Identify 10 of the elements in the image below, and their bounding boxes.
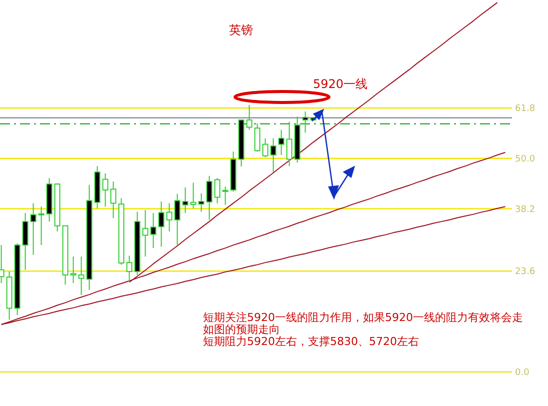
annotation: 短期关注5920一线的阻力作用，如果5920一线的阻力有效将会走 bbox=[203, 311, 523, 324]
y-tick-label: 0.0 bbox=[515, 368, 530, 378]
annotation: 短期阻力5920左右，支撑5830、5720左右 bbox=[203, 335, 419, 348]
y-tick-label: 50.0 bbox=[515, 154, 536, 165]
text: 英镑 bbox=[229, 23, 253, 37]
y-tick-label: 38.2 bbox=[515, 204, 536, 215]
y-tick-label: 61.8 bbox=[515, 104, 536, 114]
annotation: 如图的预期走向 bbox=[203, 323, 280, 336]
annotation: 5920一线 bbox=[313, 77, 368, 91]
y-tick-label: 23.6 bbox=[515, 267, 536, 278]
